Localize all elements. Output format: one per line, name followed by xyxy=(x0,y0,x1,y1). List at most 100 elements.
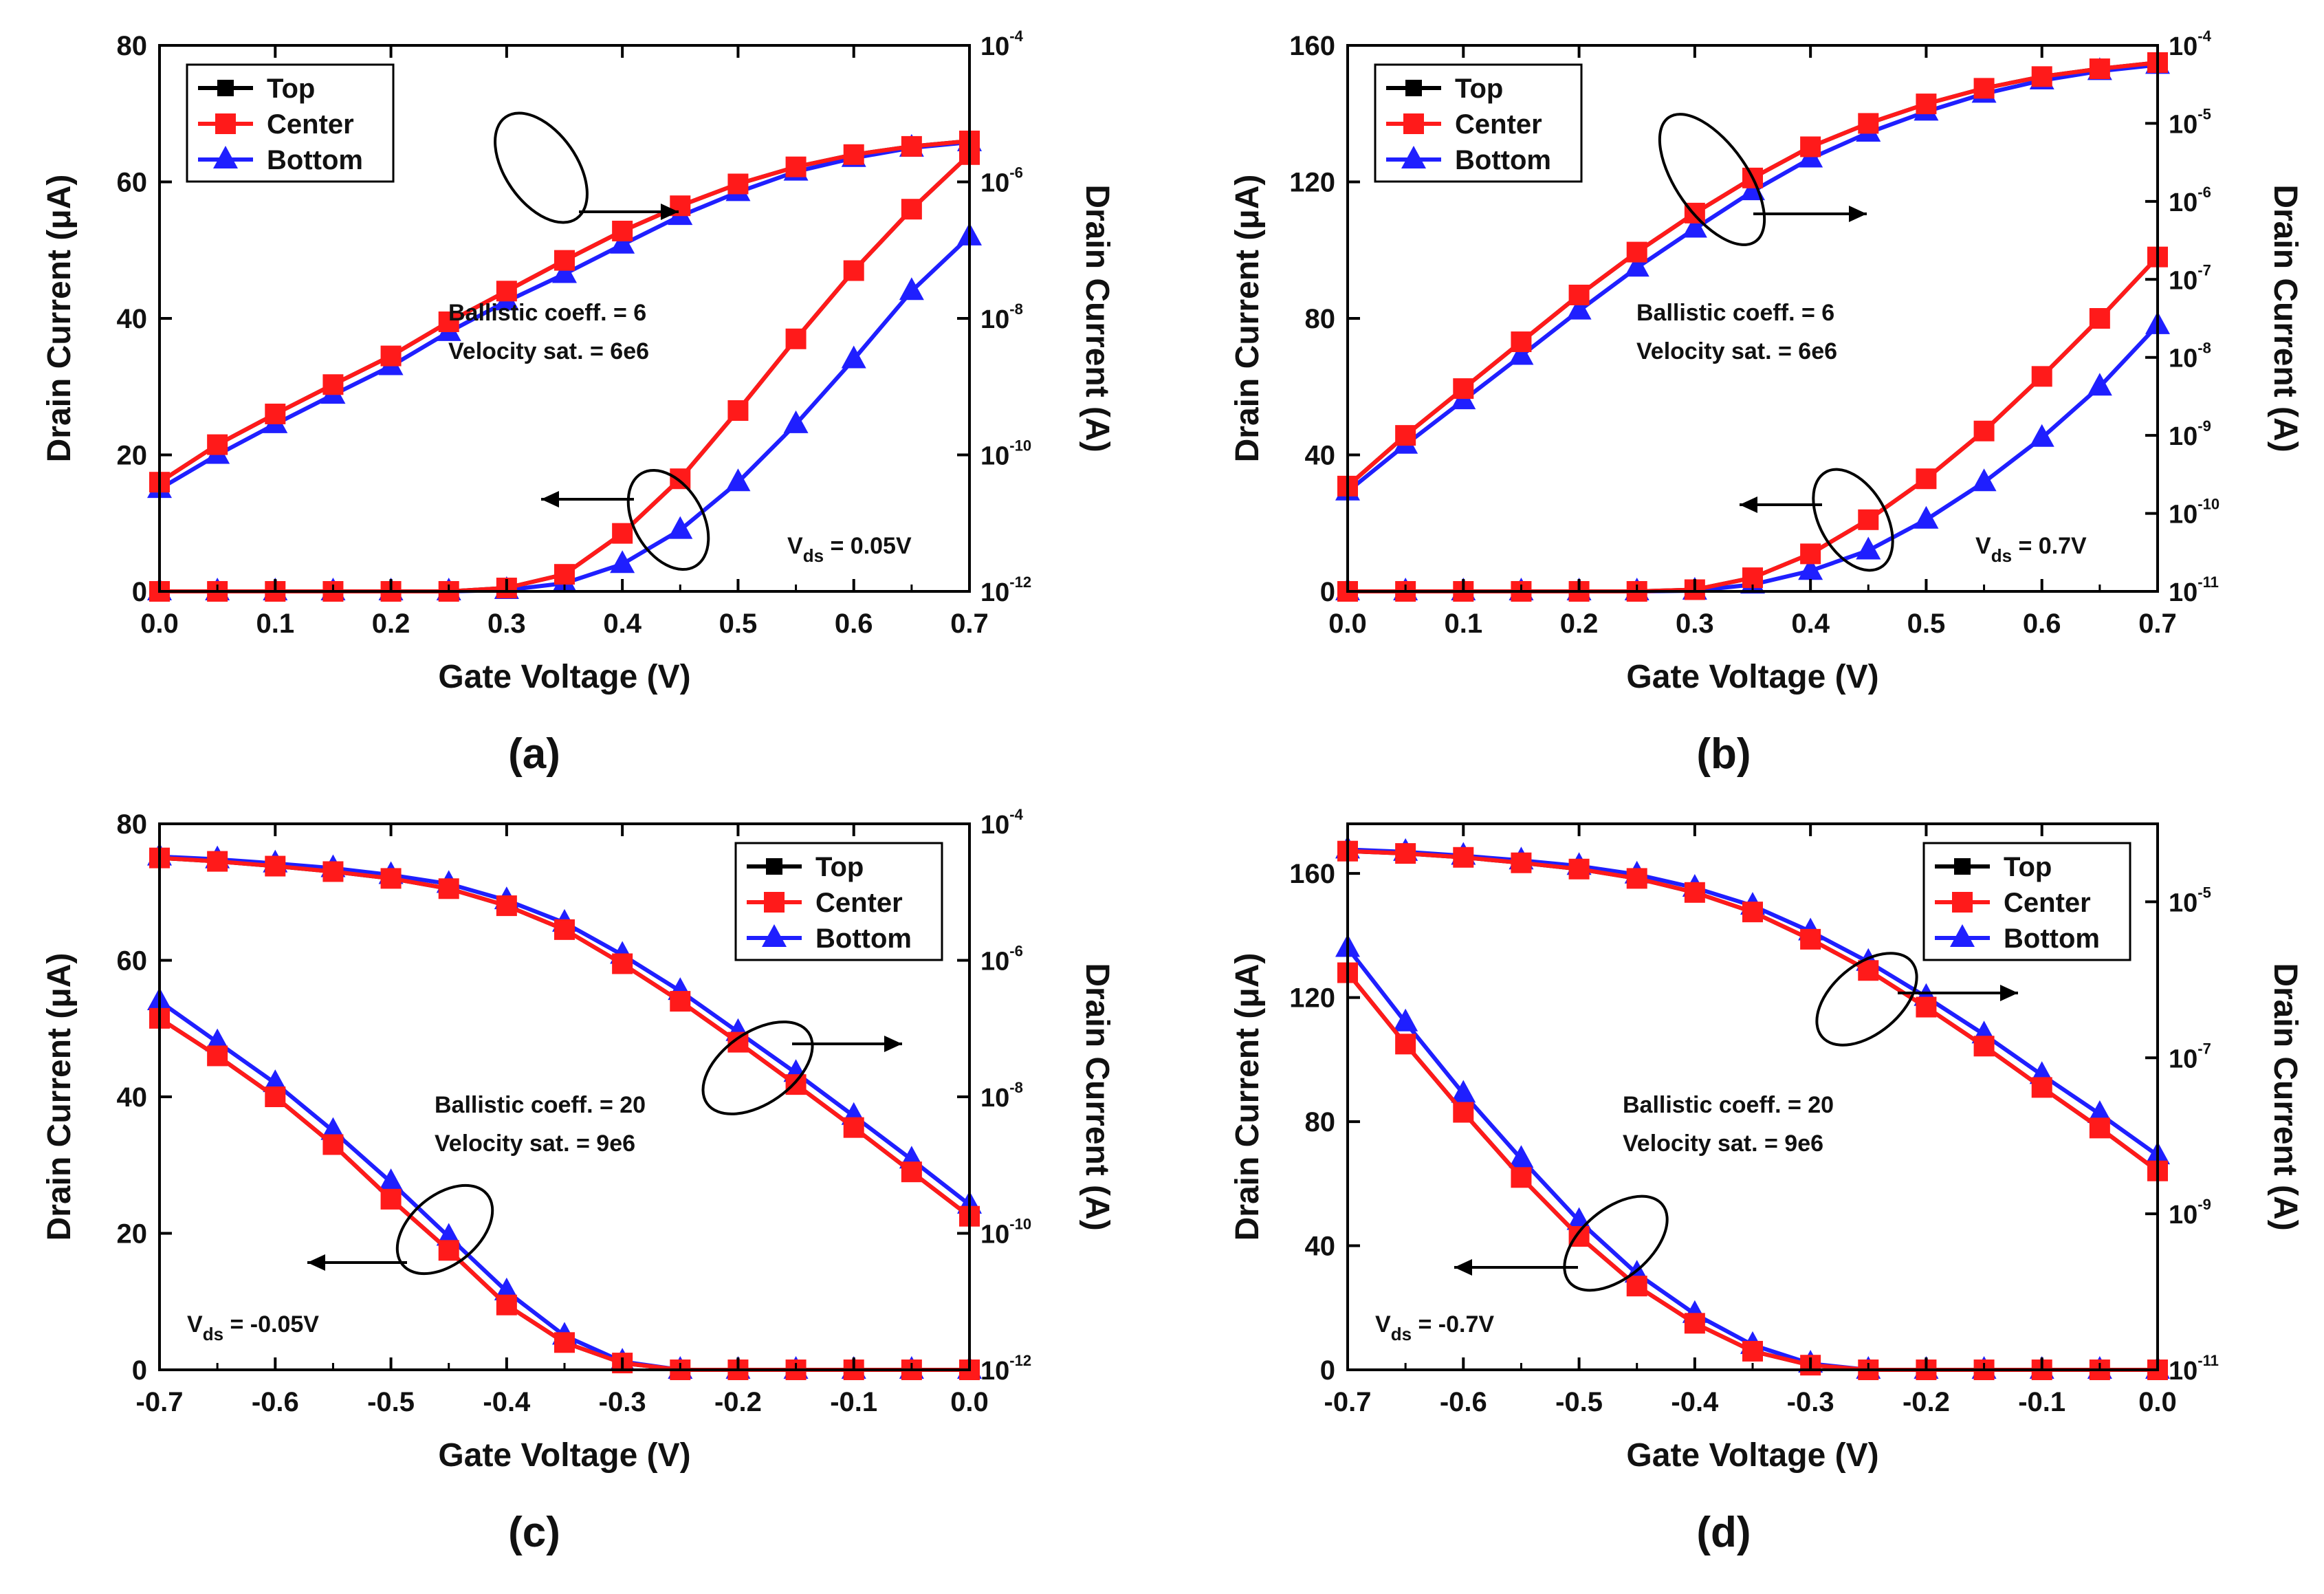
x-tick-label: -0.5 xyxy=(367,1387,415,1417)
center-marker xyxy=(438,1240,459,1261)
x-tick-label: -0.5 xyxy=(1555,1387,1603,1417)
y2-tick-exp: -6 xyxy=(2197,184,2211,201)
center-marker xyxy=(1800,928,1821,950)
x-tick-label: -0.2 xyxy=(714,1387,762,1417)
y2-tick-exp: -9 xyxy=(2197,417,2211,435)
center-marker xyxy=(785,156,807,177)
x-tick-label: 0.3 xyxy=(1676,609,1714,639)
center-marker xyxy=(496,1294,517,1315)
bottom-marker xyxy=(320,1117,346,1140)
center-marker xyxy=(1742,902,1763,923)
vds-value: = -0.05V xyxy=(223,1311,319,1338)
y-tick-label: 80 xyxy=(1305,304,1336,334)
series-line-center-linear xyxy=(160,153,972,593)
bottom-marker xyxy=(1624,254,1649,277)
x-tick-label: -0.7 xyxy=(1324,1387,1372,1417)
vds-v: V xyxy=(187,1311,203,1338)
y2-tick-label: 10-10 xyxy=(980,437,1031,471)
y-tick-label: 0 xyxy=(132,577,147,607)
center-marker xyxy=(1684,1313,1705,1334)
x-tick-label: -0.3 xyxy=(599,1387,646,1417)
center-marker xyxy=(612,523,633,544)
x-tick-label: 0.2 xyxy=(1560,609,1599,639)
y2-tick-base: 10 xyxy=(2169,1045,2197,1073)
panel-caption: (d) xyxy=(1696,1509,1751,1556)
bottom-marker xyxy=(2087,373,2112,396)
ellipse-indicator xyxy=(626,468,710,571)
center-marker xyxy=(1626,241,1647,263)
center-marker xyxy=(2089,1117,2110,1139)
y2-tick-exp: -5 xyxy=(2197,884,2211,901)
center-marker xyxy=(612,220,633,241)
x-tick-label: -0.4 xyxy=(483,1387,531,1417)
x-tick-label: 0.7 xyxy=(950,609,989,639)
center-marker xyxy=(1742,1340,1763,1362)
y2-tick-label: 10-6 xyxy=(2169,184,2211,217)
bottom-marker xyxy=(205,1028,230,1051)
center-marker xyxy=(1511,1167,1532,1188)
y2-tick-label: 10-10 xyxy=(980,1216,1031,1249)
y2-tick-exp: -9 xyxy=(2197,1196,2211,1213)
center-marker xyxy=(215,113,236,134)
x-tick-label: 0.0 xyxy=(2138,1387,2177,1417)
series-line-top-linear xyxy=(1346,971,2158,1372)
legend: Top Center Bottom xyxy=(1922,842,2131,961)
y2-axis-label: Drain Current (A) xyxy=(1079,963,1115,1230)
x-tick-label: 0.6 xyxy=(835,609,873,639)
y2-tick-label: 10-9 xyxy=(2169,417,2211,451)
center-marker xyxy=(265,403,286,424)
vds-sub: ds xyxy=(1391,1324,1412,1344)
legend-label-top: Top xyxy=(267,74,315,104)
bottom-marker xyxy=(783,410,809,433)
y-tick-label: 60 xyxy=(117,168,148,198)
center-marker xyxy=(1973,420,1995,441)
y-tick-label: 0 xyxy=(1320,577,1335,607)
x-tick-label: 0.0 xyxy=(140,609,179,639)
arrow-head xyxy=(884,1036,902,1052)
bottom-marker xyxy=(263,1069,288,1093)
y2-tick-base: 10 xyxy=(2169,345,2197,373)
annotation-velocity: Velocity sat. = 6e6 xyxy=(448,338,649,364)
bottom-marker xyxy=(1950,924,1975,947)
center-marker xyxy=(265,1087,286,1107)
center-marker xyxy=(843,260,864,281)
center-marker xyxy=(322,374,344,395)
center-marker xyxy=(1453,378,1474,400)
annotation-ballistic: Ballistic coeff. = 6 xyxy=(448,300,646,326)
center-marker xyxy=(1395,843,1416,864)
y-tick-label: 80 xyxy=(117,809,148,840)
y-tick-label: 40 xyxy=(117,1082,148,1113)
x-tick-label: 0.0 xyxy=(1328,609,1367,639)
center-marker xyxy=(438,311,459,332)
center-marker xyxy=(380,1188,402,1210)
y-tick-label: 80 xyxy=(117,31,148,61)
center-marker xyxy=(727,400,749,421)
vds-label: Vds = 0.05V xyxy=(787,533,912,566)
x-tick-label: -0.1 xyxy=(2018,1387,2065,1417)
bottom-marker xyxy=(2029,424,2054,447)
center-marker xyxy=(2031,66,2052,87)
center-marker xyxy=(1916,468,1937,490)
annotation-velocity: Velocity sat. = 6e6 xyxy=(1636,338,1837,364)
y2-tick-exp: -8 xyxy=(1009,1079,1023,1096)
vds-v: V xyxy=(1375,1311,1391,1338)
ellipse-indicator xyxy=(494,111,589,224)
center-marker xyxy=(785,328,807,349)
y2-tick-exp: -8 xyxy=(1009,301,1023,318)
center-marker xyxy=(380,868,402,889)
x-tick-label: -0.4 xyxy=(1671,1387,1719,1417)
center-marker xyxy=(380,345,402,367)
y2-tick-label: 10-8 xyxy=(2169,340,2211,373)
center-marker xyxy=(1626,868,1647,889)
y2-axis-label: Drain Current (A) xyxy=(2267,184,2303,452)
y2-tick-exp: -6 xyxy=(1009,943,1023,960)
vds-v: V xyxy=(787,533,803,559)
y2-tick-base: 10 xyxy=(980,1084,1009,1113)
bottom-marker xyxy=(668,516,693,539)
y-axis-label: Drain Current (μA) xyxy=(41,175,78,463)
series-line-bottom-linear xyxy=(1346,946,2158,1372)
bottom-marker xyxy=(436,1223,461,1246)
bottom-marker xyxy=(899,277,924,301)
panel-caption: (b) xyxy=(1696,730,1751,778)
center-marker xyxy=(322,861,344,882)
